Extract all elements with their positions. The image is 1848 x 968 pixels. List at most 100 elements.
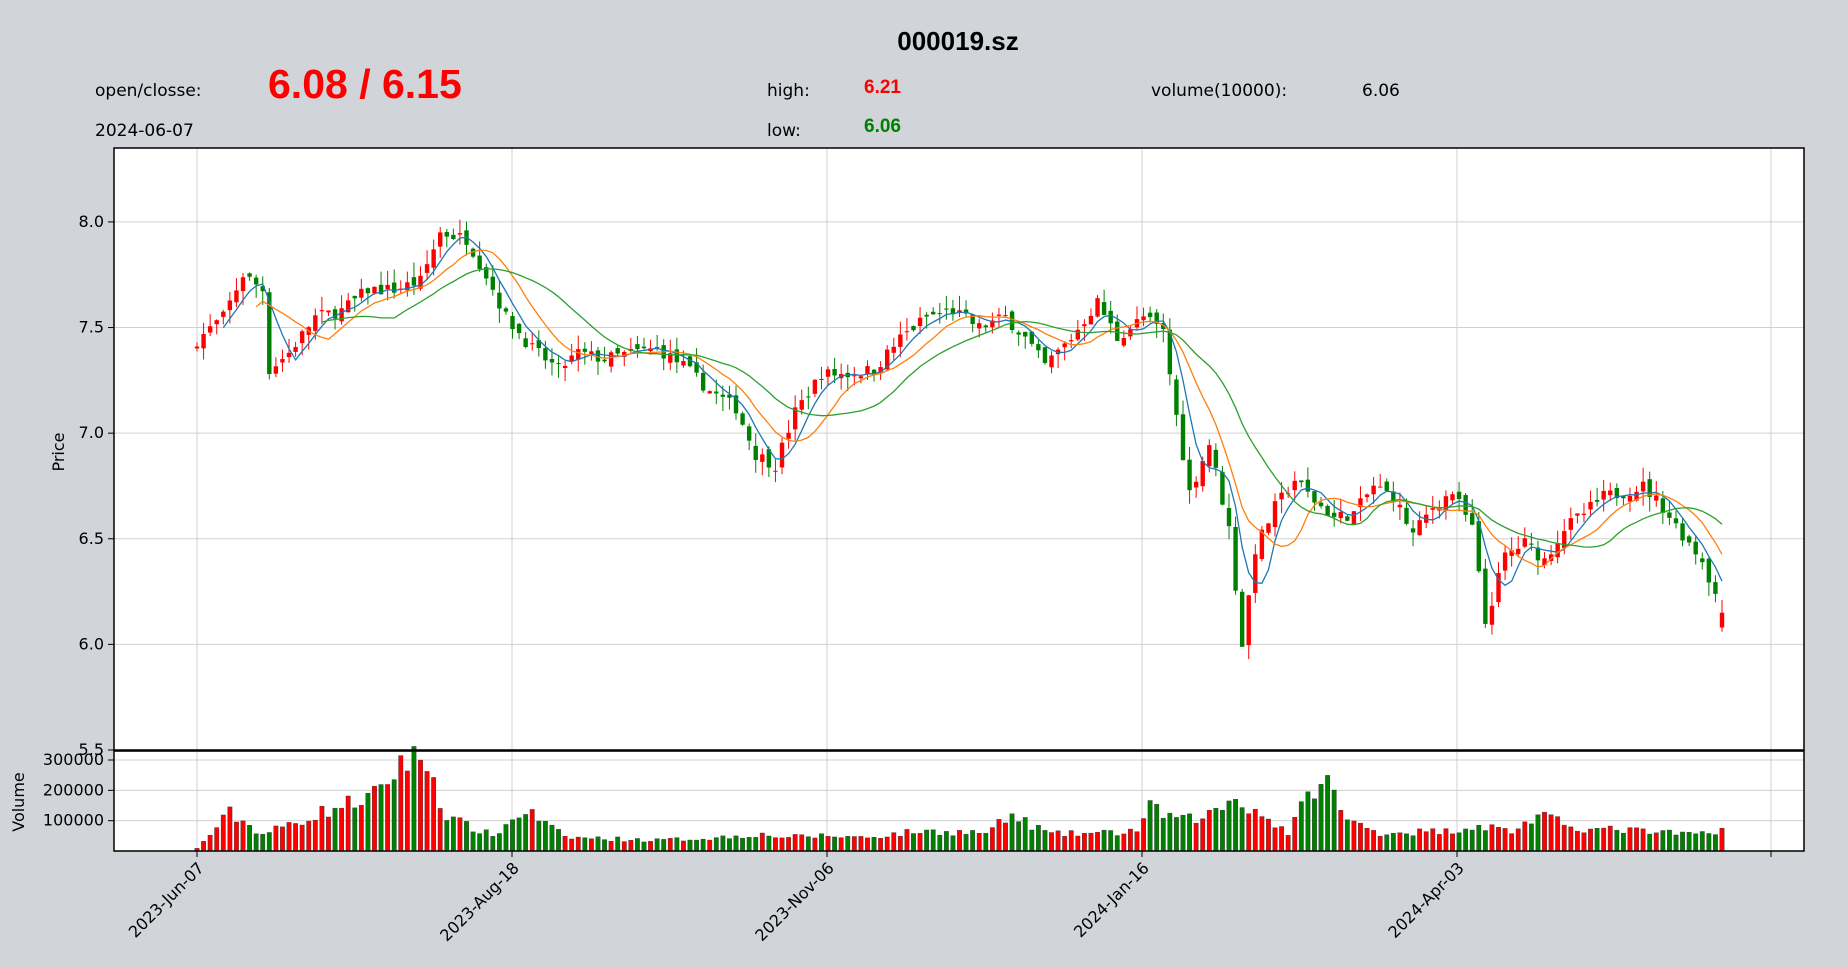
candle-body <box>786 432 791 439</box>
candle-body <box>1621 496 1626 499</box>
volume-bar <box>1535 814 1541 852</box>
volume-bar <box>260 834 266 852</box>
candle-body <box>792 407 798 430</box>
volume-bar <box>911 833 916 852</box>
candle-body <box>536 340 542 349</box>
candle-body <box>1667 512 1672 518</box>
volume-bar <box>1640 828 1646 852</box>
candle-body <box>714 391 719 394</box>
candle-body <box>819 378 824 381</box>
volume-bar <box>937 835 943 852</box>
volume-bar <box>214 827 220 852</box>
candle-body <box>904 331 910 333</box>
volume-bar <box>602 839 607 852</box>
volume-bar <box>1272 827 1278 852</box>
candle-body <box>214 320 219 325</box>
volume-bar <box>529 809 535 852</box>
volume-bar <box>1108 830 1114 852</box>
volume-bar <box>510 819 515 852</box>
candle-body <box>1562 531 1567 548</box>
volume-bar <box>1482 830 1488 852</box>
candle-body <box>451 234 456 240</box>
volume-bar <box>779 837 785 852</box>
price-panel-frame <box>113 147 1805 751</box>
candle-body <box>1358 498 1363 508</box>
volume-bar <box>1496 827 1501 852</box>
candle-body <box>234 290 239 303</box>
price-tick-label: 5.5 <box>79 740 104 759</box>
candle-body <box>1246 595 1251 646</box>
candle-body <box>1542 558 1547 566</box>
volume-bar <box>1239 807 1245 852</box>
candle-body <box>1141 316 1146 321</box>
volume-bar <box>1075 835 1081 852</box>
volume-value: 6.06 <box>1362 81 1400 101</box>
volume-bar <box>825 836 831 852</box>
volume-bar <box>1706 833 1712 852</box>
price-panel <box>114 148 1804 750</box>
candle-body <box>1325 505 1330 517</box>
volume-bar <box>1555 816 1561 852</box>
volume-bar <box>1456 832 1462 852</box>
volume-bar <box>1331 789 1337 852</box>
candle-body <box>911 326 916 331</box>
date-tick-label: 2023-Jun-07 <box>125 858 208 941</box>
volume-bar <box>253 833 259 852</box>
candle-body <box>1470 513 1475 525</box>
candle-body <box>457 233 463 235</box>
volume-bar <box>266 832 272 852</box>
candle-body <box>1450 494 1455 501</box>
volume-bar <box>832 836 838 852</box>
candle-body <box>694 362 699 373</box>
ma-short-line <box>222 236 1723 587</box>
candle-body <box>444 231 449 237</box>
volume-bar <box>1114 835 1120 852</box>
volume-bar <box>339 807 345 852</box>
volume-bar <box>326 816 331 852</box>
candle-body <box>1233 526 1238 591</box>
price-tick-label: 6.0 <box>79 634 104 653</box>
volume-bar <box>431 777 437 852</box>
candle-body <box>707 391 712 394</box>
candle-body <box>891 346 896 353</box>
candle-body <box>1581 513 1587 515</box>
candle-body <box>1121 338 1127 346</box>
volume-bar <box>1174 817 1179 852</box>
volume-bar <box>753 837 759 852</box>
volume-bar <box>621 841 627 852</box>
candle-body <box>1147 312 1153 318</box>
volume-bar <box>234 821 239 852</box>
candle-body <box>1601 490 1606 500</box>
volume-bar <box>365 793 371 852</box>
volume-bar <box>1660 830 1666 852</box>
volume-bar <box>569 838 575 852</box>
volume-bar <box>884 836 890 852</box>
volume-bar <box>1502 828 1508 852</box>
candle-body <box>615 348 620 354</box>
volume-bar <box>345 795 351 852</box>
volume-bar <box>201 841 206 852</box>
candle-body <box>1463 495 1468 515</box>
candle-body <box>221 311 226 317</box>
candle-body <box>1279 492 1284 500</box>
candle-body <box>740 413 745 425</box>
volume-bar <box>1574 830 1580 852</box>
candle-body <box>957 310 962 313</box>
candle-body <box>365 288 371 294</box>
open-close-value: 6.08 / 6.15 <box>268 61 462 107</box>
candle-body <box>635 344 640 350</box>
volume-bar <box>1220 810 1225 852</box>
volume-bar <box>1719 828 1725 852</box>
volume-bar <box>280 826 285 852</box>
volume-bar <box>1568 826 1574 852</box>
volume-bar <box>575 836 581 852</box>
candle-body <box>431 249 436 268</box>
candle-body <box>1719 612 1725 628</box>
volume-bar <box>247 825 252 852</box>
candle-body <box>963 309 969 314</box>
volume-bar <box>1193 822 1199 852</box>
candle-body <box>438 232 443 247</box>
volume-bar <box>819 833 824 852</box>
volume-bar <box>871 837 877 852</box>
candle-body <box>569 355 574 362</box>
